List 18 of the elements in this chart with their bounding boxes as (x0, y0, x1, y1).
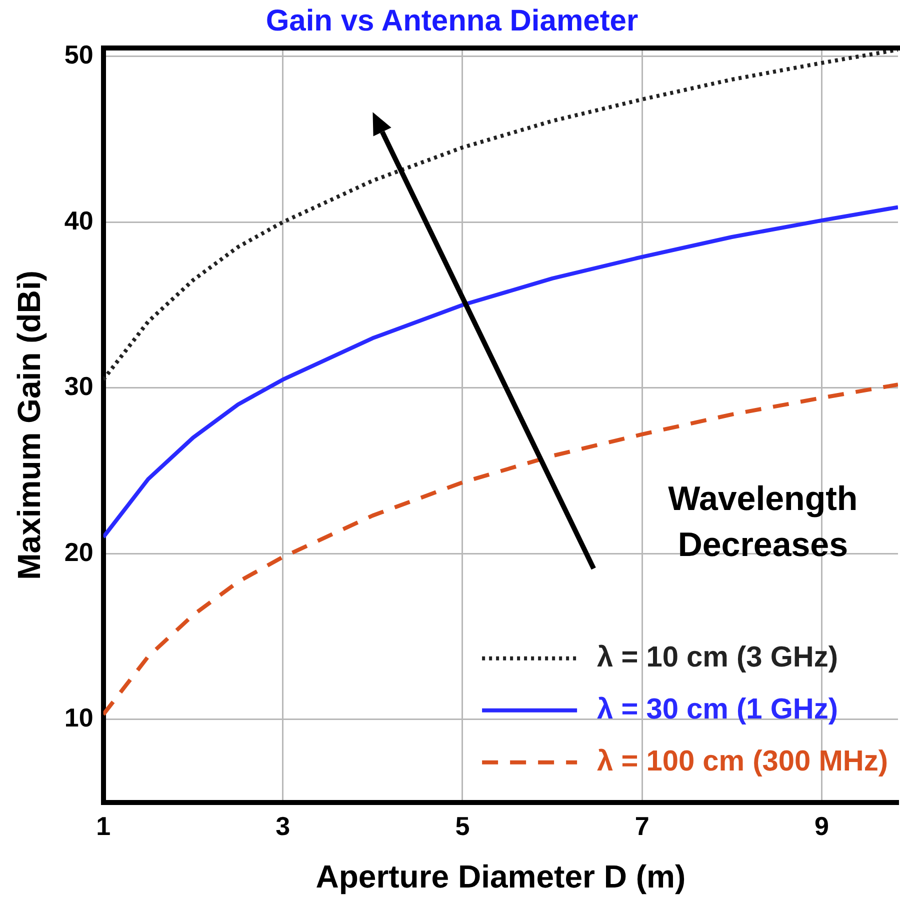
x-tick-label: 9 (814, 811, 829, 842)
x-tick-label: 3 (276, 811, 290, 842)
x-tick-label: 5 (455, 811, 470, 842)
y-axis-title: Maximum Gain (dBi) (11, 270, 48, 580)
y-tick-label: 10 (64, 702, 94, 733)
x-tick-label: 1 (96, 811, 111, 842)
legend-label: λ = 30 cm (1 GHz) (597, 693, 838, 726)
chart-title: Gain vs Antenna Diameter (266, 4, 638, 38)
y-tick-label: 40 (64, 205, 94, 236)
x-axis-title: Aperture Diameter D (m) (316, 858, 686, 895)
line-series (103, 48, 898, 382)
legend-label: λ = 100 cm (300 MHz) (597, 745, 888, 778)
annotation: Wavelength Decreases (668, 480, 858, 564)
x-tick-label: 7 (634, 811, 650, 842)
y-tick-label: 30 (64, 371, 94, 402)
y-tick-label: 20 (64, 536, 94, 567)
legend-label: λ = 10 cm (3 GHz) (597, 641, 838, 674)
y-tick-label: 50 (64, 39, 94, 70)
